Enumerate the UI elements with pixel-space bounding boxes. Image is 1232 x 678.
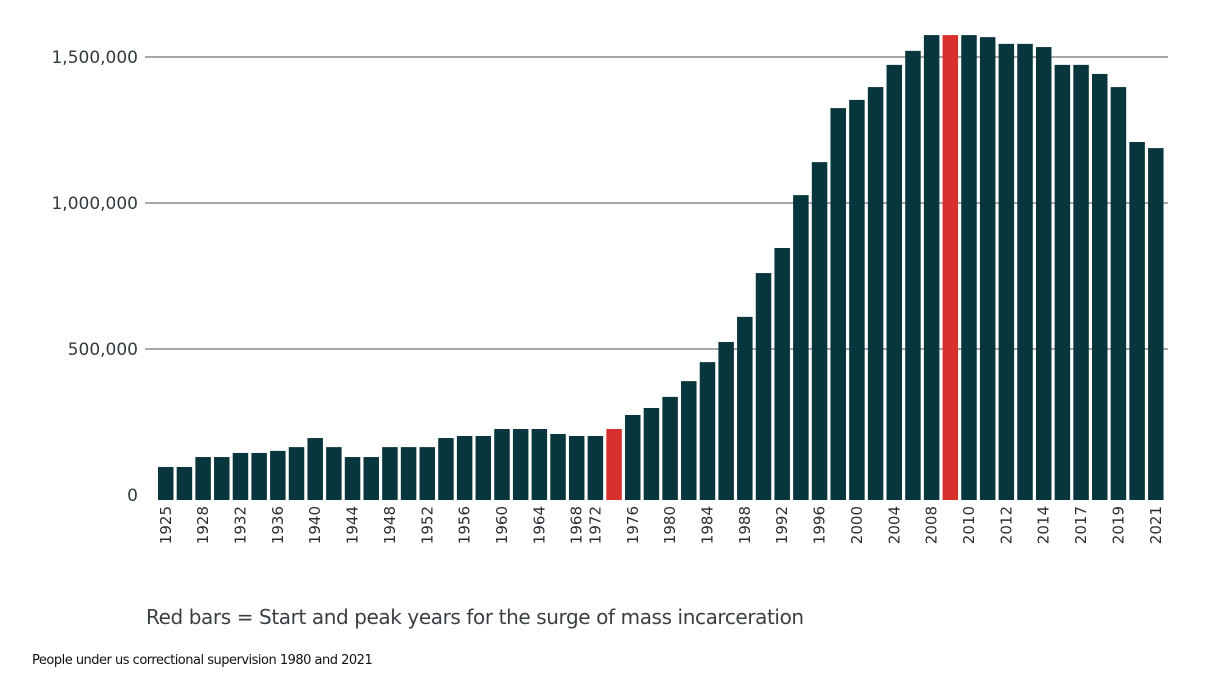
x-tick-label: 2014 — [1035, 506, 1053, 544]
x-tick-label: 2000 — [848, 506, 866, 544]
x-tick-label: 1992 — [773, 506, 791, 544]
bar — [718, 341, 734, 500]
bar — [1054, 64, 1071, 500]
bar — [1092, 73, 1108, 500]
bar — [1110, 87, 1127, 500]
y-tick-label: 0 — [127, 486, 138, 506]
bar — [158, 466, 174, 500]
x-tick-label: 1984 — [698, 506, 716, 544]
x-tick-label: 1988 — [736, 506, 754, 544]
x-tick-label: 1976 — [624, 506, 642, 544]
x-tick-label: 1996 — [811, 506, 829, 544]
bar — [494, 429, 510, 500]
bar — [755, 273, 772, 500]
bar — [867, 87, 884, 500]
chart-caption: People under us correctional supervision… — [32, 653, 373, 668]
bar — [830, 108, 846, 500]
bars — [158, 35, 1164, 501]
x-tick-label: 1960 — [493, 506, 511, 544]
bar — [961, 35, 977, 500]
bar — [568, 436, 585, 500]
bar — [979, 37, 996, 500]
bar — [512, 429, 529, 500]
x-tick-label: 1980 — [661, 506, 679, 544]
x-tick-label: 1948 — [381, 506, 399, 544]
bar — [419, 447, 436, 500]
highlighted-bar — [942, 35, 959, 500]
bar — [793, 195, 809, 500]
bar — [1148, 148, 1164, 500]
x-tick-label: 1932 — [231, 506, 249, 544]
bar — [251, 452, 267, 500]
bar — [849, 99, 865, 501]
bar — [886, 64, 903, 500]
bar — [587, 436, 604, 500]
x-tick-label: 1944 — [344, 506, 362, 544]
bar — [1129, 141, 1145, 500]
x-tick-label: 1964 — [530, 506, 548, 544]
x-tick-label: 1972 — [586, 506, 604, 544]
y-axis: 0 500,000 1,000,000 1,500,000 — [51, 48, 138, 506]
x-tick-label: 1952 — [418, 506, 436, 544]
bar — [681, 381, 697, 500]
bar — [363, 457, 379, 500]
bar — [550, 433, 566, 500]
x-tick-label: 2010 — [960, 506, 978, 544]
x-tick-label: 1940 — [306, 506, 324, 544]
bar — [270, 450, 286, 500]
bar — [998, 43, 1015, 501]
bar — [195, 457, 211, 500]
bar — [326, 447, 342, 500]
bar — [214, 457, 230, 500]
y-tick-label: 1,500,000 — [51, 48, 138, 68]
bar — [438, 438, 454, 500]
x-tick-label: 2019 — [1109, 506, 1127, 544]
bar — [176, 466, 193, 500]
bar — [737, 316, 753, 500]
bar — [923, 35, 940, 500]
bar — [232, 452, 249, 500]
bar — [662, 396, 678, 500]
x-tick-label: 2017 — [1072, 506, 1090, 544]
x-tick-label: 1956 — [456, 506, 474, 544]
bar — [307, 438, 323, 500]
bar — [643, 407, 660, 500]
x-tick-label: 1925 — [157, 506, 175, 544]
y-tick-label: 500,000 — [68, 340, 138, 360]
x-tick-label: 1928 — [194, 506, 212, 544]
highlighted-bar — [606, 429, 622, 500]
x-tick-label: 2004 — [885, 506, 903, 544]
bar — [288, 447, 305, 500]
legend-note: Red bars = Start and peak years for the … — [146, 605, 804, 629]
y-tick-label: 1,000,000 — [51, 194, 138, 214]
bar — [400, 447, 417, 500]
bar — [905, 50, 921, 501]
bar — [531, 429, 548, 500]
bar — [1017, 43, 1033, 501]
bar — [475, 436, 492, 500]
bar — [456, 436, 473, 500]
bar — [382, 447, 398, 500]
x-tick-label: 2008 — [923, 506, 941, 544]
bar — [625, 414, 641, 500]
gridlines — [145, 56, 1168, 350]
bar — [1073, 64, 1089, 500]
bar — [774, 247, 790, 500]
x-tick-label: 2021 — [1147, 506, 1165, 544]
x-tick-label: 1968 — [568, 506, 586, 544]
bar — [699, 362, 716, 500]
x-tick-label: 2012 — [997, 506, 1015, 544]
x-axis: 1925 1928 1932 1936 1940 1944 1948 1952 1956 1960… — [157, 506, 1165, 544]
x-tick-label: 1936 — [269, 506, 287, 544]
bar — [1035, 47, 1052, 500]
bar — [344, 457, 361, 500]
bar — [811, 162, 828, 500]
